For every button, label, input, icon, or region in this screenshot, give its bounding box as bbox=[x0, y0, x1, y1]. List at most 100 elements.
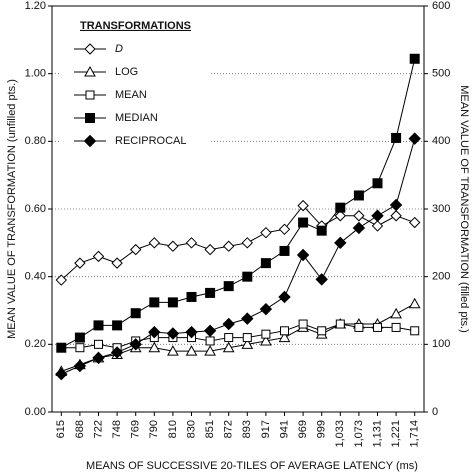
point bbox=[280, 326, 289, 336]
point bbox=[390, 307, 402, 319]
point bbox=[316, 225, 327, 236]
point bbox=[93, 320, 104, 331]
x-tick-label: 872 bbox=[223, 420, 235, 438]
y-tick-label: 1.00 bbox=[25, 68, 46, 80]
point bbox=[185, 325, 198, 339]
point bbox=[223, 281, 234, 292]
x-tick-label: 748 bbox=[111, 420, 123, 438]
legend-title: TRANSFORMATIONS bbox=[80, 20, 191, 32]
point bbox=[167, 297, 178, 308]
point bbox=[259, 302, 273, 316]
point bbox=[94, 339, 103, 349]
point bbox=[75, 343, 85, 353]
point bbox=[204, 243, 216, 256]
x-tick-label: 790 bbox=[148, 420, 160, 438]
point bbox=[389, 198, 403, 212]
point bbox=[391, 132, 402, 143]
y-tick-label: 0.80 bbox=[25, 135, 46, 147]
point bbox=[166, 327, 180, 340]
point bbox=[297, 199, 309, 212]
x-tick-label: 1,033 bbox=[334, 420, 346, 448]
plot-frame bbox=[51, 5, 425, 413]
x-tick-label: 810 bbox=[167, 420, 179, 438]
y-tick-label: 1.20 bbox=[25, 0, 46, 12]
point bbox=[373, 322, 382, 332]
y2-tick-label: 200 bbox=[432, 271, 450, 283]
x-tick-label: 769 bbox=[130, 420, 142, 438]
legend-label: MEAN bbox=[115, 89, 147, 101]
point bbox=[111, 257, 123, 269]
point bbox=[334, 210, 347, 222]
point bbox=[317, 326, 327, 336]
point bbox=[129, 243, 142, 256]
point bbox=[55, 274, 68, 286]
legend-box bbox=[60, 14, 210, 174]
point bbox=[205, 287, 216, 298]
point bbox=[354, 322, 364, 332]
point bbox=[334, 236, 347, 250]
point bbox=[296, 248, 310, 262]
point bbox=[315, 273, 328, 286]
y2-tick-label: 500 bbox=[432, 68, 450, 80]
point bbox=[242, 333, 252, 343]
point bbox=[110, 346, 124, 359]
legend-label: LOG bbox=[115, 66, 138, 78]
x-axis-title: MEANS OF SUCCESSIVE 20-TILES OF AVERAGE … bbox=[86, 460, 418, 472]
x-tick-label: 1,073 bbox=[353, 420, 365, 448]
point bbox=[353, 190, 364, 201]
point bbox=[129, 338, 142, 351]
point bbox=[222, 341, 235, 353]
point bbox=[278, 290, 291, 304]
y2-tick-label: 300 bbox=[432, 203, 450, 215]
point bbox=[278, 223, 291, 236]
point bbox=[353, 210, 365, 222]
y-tick-label: 0.00 bbox=[25, 406, 46, 418]
point bbox=[222, 240, 235, 252]
point bbox=[408, 297, 421, 309]
point bbox=[73, 359, 87, 373]
point bbox=[260, 258, 271, 269]
point bbox=[167, 240, 179, 252]
legend-marker bbox=[83, 134, 97, 148]
point bbox=[335, 202, 346, 213]
x-tick-label: 1,714 bbox=[409, 420, 421, 448]
point bbox=[167, 345, 179, 356]
y-tick-label: 0.40 bbox=[25, 271, 46, 283]
point bbox=[112, 320, 123, 331]
legend-marker bbox=[84, 65, 96, 77]
point bbox=[185, 345, 198, 356]
point bbox=[186, 291, 197, 302]
legend-marker bbox=[85, 90, 95, 100]
point bbox=[371, 220, 384, 232]
point bbox=[241, 237, 254, 249]
point bbox=[371, 209, 384, 222]
point bbox=[92, 250, 105, 263]
legend-marker bbox=[84, 43, 96, 55]
point bbox=[279, 245, 290, 256]
point bbox=[203, 324, 217, 338]
x-tick-label: 615 bbox=[55, 420, 67, 438]
point bbox=[74, 332, 85, 343]
y2-axis-title: MEAN VALUE OF TRANSFORMATION (filled pts… bbox=[458, 85, 470, 333]
x-tick-label: 893 bbox=[241, 420, 253, 438]
point bbox=[408, 216, 421, 229]
point bbox=[222, 317, 235, 331]
y2-tick-label: 400 bbox=[432, 135, 450, 147]
point bbox=[298, 319, 308, 329]
x-tick-label: 969 bbox=[297, 420, 309, 438]
x-tick-label: 1,131 bbox=[371, 420, 383, 448]
point bbox=[372, 178, 383, 189]
point bbox=[391, 322, 401, 332]
point bbox=[241, 338, 254, 349]
point bbox=[148, 341, 161, 353]
x-tick-label: 1,221 bbox=[390, 420, 402, 448]
point bbox=[55, 367, 68, 381]
legend-label: RECIPROCAL bbox=[115, 135, 187, 147]
x-tick-label: 830 bbox=[185, 420, 197, 438]
point bbox=[185, 237, 198, 249]
legend-marker bbox=[85, 113, 95, 123]
y2-tick-label: 100 bbox=[432, 338, 450, 350]
point bbox=[148, 237, 161, 249]
